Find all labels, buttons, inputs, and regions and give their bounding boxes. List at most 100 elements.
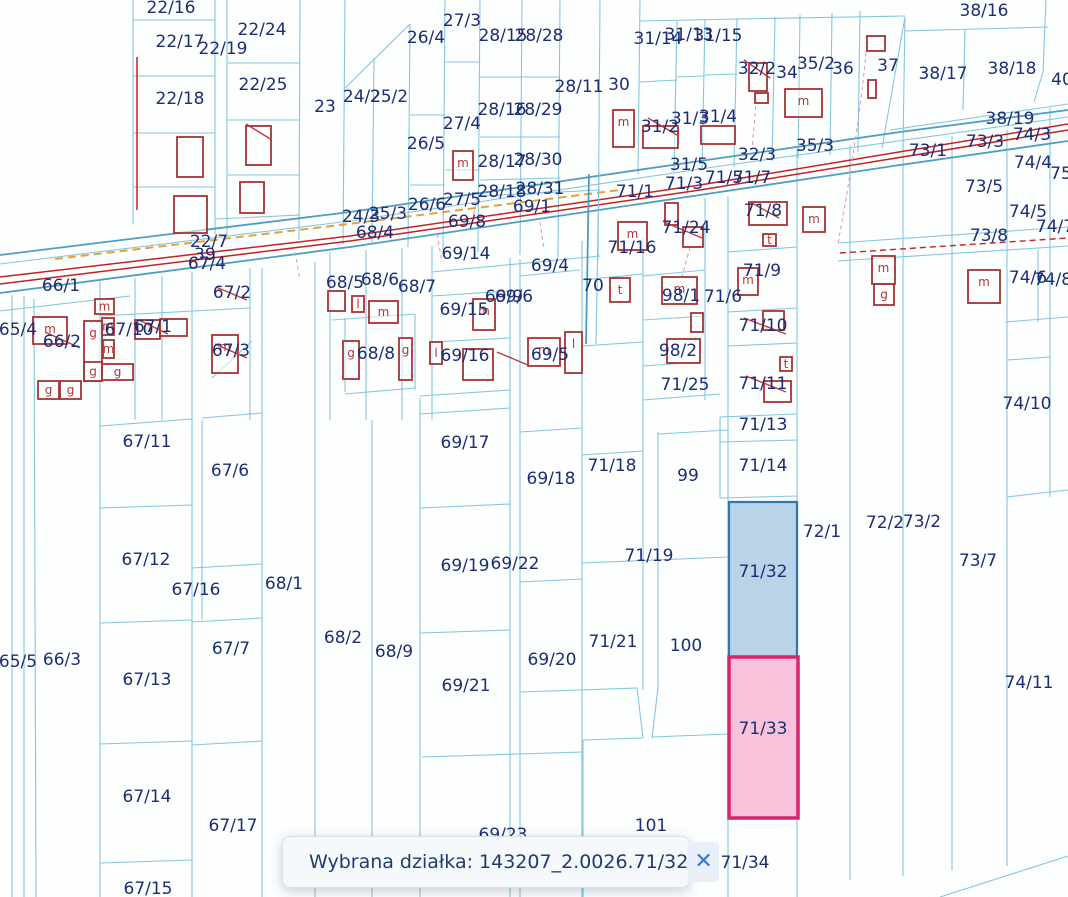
parcel-label-27-5: 27/5	[443, 190, 481, 210]
parcel-label-73-3: 73/3	[966, 132, 1004, 152]
building-outline	[737, 267, 759, 296]
parcel-label-71-25: 71/25	[661, 375, 710, 395]
parcel-label-73-7: 73/7	[959, 551, 997, 571]
parcel-label-71-10: 71/10	[739, 316, 788, 336]
parcel-label-71-11: 71/11	[739, 374, 788, 394]
building-letter: g	[67, 383, 75, 397]
parcel-label-22-17: 22/17	[156, 32, 205, 52]
building-letter: m	[457, 156, 469, 170]
building-outline	[867, 79, 877, 99]
building-outline	[527, 337, 561, 367]
parcel-label-38-16: 38/16	[960, 1, 1009, 21]
parcel-label-22-16: 22/16	[147, 0, 196, 18]
parcel-label-71-8: 71/8	[744, 201, 782, 221]
parcel-label-28-18: 28/18	[478, 182, 527, 202]
parcel-label-101: 101	[635, 816, 667, 836]
parcel-label-69-17: 69/17	[441, 433, 490, 453]
building-outline	[59, 380, 82, 400]
parcel-label-34: 34	[776, 63, 798, 83]
building-letter: m	[798, 94, 810, 108]
parcel-label-68-2: 68/2	[324, 628, 362, 648]
parcel-label-22-7: 22/7	[190, 232, 228, 252]
building-outline	[748, 201, 788, 226]
building-outline	[748, 62, 768, 92]
building-outline	[661, 276, 698, 305]
parcel-label-98-2: 98/2	[659, 341, 697, 361]
parcel-label-67-15: 67/15	[124, 879, 173, 897]
parcel-label-26-4: 26/4	[407, 28, 445, 48]
parcel-label-28-17: 28/17	[478, 152, 527, 172]
parcel-label-75: 75	[1050, 164, 1068, 184]
parcel-label-69-14: 69/14	[442, 244, 491, 264]
building-letter: g	[89, 365, 97, 379]
selected-parcel-71-32[interactable]	[727, 500, 799, 659]
parcel-label-65-4: 65/4	[0, 320, 37, 340]
building-letter: g	[89, 326, 97, 340]
parcel-label-40: 40	[1051, 70, 1068, 90]
parcel-label-73-5: 73/5	[965, 177, 1003, 197]
parcel-label-39: 39	[194, 245, 216, 265]
building-letter: m	[219, 340, 231, 354]
selection-popup: Wybrana działka: 143207_2.0026.71/32 ✕	[282, 836, 719, 888]
parcel-label-25-2: 25/2	[370, 87, 408, 107]
parcel-label-31-3: 31/3	[671, 109, 709, 129]
building-outline	[37, 380, 60, 400]
parcel-label-71-33: 71/33	[739, 719, 788, 739]
parcel-label-69-22: 69/22	[491, 554, 540, 574]
parcel-label-69-8: 69/8	[448, 212, 486, 232]
parcel-label-71-34: 71/34	[721, 853, 770, 873]
building-outline	[159, 318, 188, 337]
parcel-label-74-5: 74/5	[1009, 202, 1047, 222]
close-icon[interactable]: ✕	[688, 842, 719, 882]
parcel-label-67-4: 67/4	[188, 254, 226, 274]
building-letter: m	[674, 282, 686, 296]
building-outline	[754, 92, 769, 104]
parcel-label-69-15: 69/15	[440, 300, 489, 320]
building-letter: m	[538, 343, 550, 357]
parcel-label-67-13: 67/13	[123, 670, 172, 690]
highlighted-parcel-71-33[interactable]	[727, 655, 800, 820]
building-letter: m	[878, 261, 890, 275]
building-outline	[762, 233, 777, 247]
building-outline	[342, 340, 360, 380]
road-lines	[0, 51, 1068, 345]
parcel-label-23: 23	[314, 97, 336, 117]
building-letter: l	[572, 337, 575, 351]
parcel-label-74-3: 74/3	[1013, 125, 1051, 145]
building-outline	[700, 125, 736, 145]
parcel-label-74-6: 74/6	[1009, 268, 1047, 288]
parcel-label-71-9: 71/9	[743, 261, 781, 281]
building-letter: m	[742, 273, 754, 287]
building-letter: m	[478, 304, 490, 318]
building-outline	[239, 181, 265, 214]
building-outline	[609, 277, 631, 303]
parcel-label-22-24: 22/24	[238, 20, 287, 40]
parcel-label-74-8: 74/8	[1034, 270, 1068, 290]
parcel-label-25-3: 25/3	[369, 204, 407, 224]
parcel-label-74-11: 74/11	[1005, 673, 1054, 693]
building-letter: l	[434, 346, 437, 360]
building-outline	[102, 339, 115, 359]
parcel-label-71-14: 71/14	[739, 456, 788, 476]
parcel-label-27-4: 27/4	[443, 114, 481, 134]
building-letter: m	[378, 305, 390, 319]
building-letter: m	[808, 212, 820, 226]
parcel-label-66-1: 66/1	[42, 276, 80, 296]
parcel-label-69-9: 69/9	[485, 287, 523, 307]
parcel-label-35-3: 35/3	[796, 136, 834, 156]
parcel-label-38-19: 38/19	[986, 109, 1035, 129]
parcel-label-28-31: 28/31	[516, 179, 565, 199]
building-letter: g	[45, 383, 53, 397]
parcel-label-68-6: 68/6	[361, 270, 399, 290]
parcel-label-68-1: 68/1	[265, 574, 303, 594]
parcel-label-67-11: 67/11	[123, 432, 172, 452]
building-letter: m	[99, 300, 111, 314]
parcel-label-24-3: 24/3	[342, 207, 380, 227]
building-letter: g	[402, 343, 410, 357]
building-outline	[612, 109, 635, 148]
building-letter: m	[102, 320, 114, 334]
parcel-label-35-2: 35/2	[797, 54, 835, 74]
parcel-label-28-29: 28/29	[514, 100, 563, 120]
parcel-label-71-19: 71/19	[625, 546, 674, 566]
